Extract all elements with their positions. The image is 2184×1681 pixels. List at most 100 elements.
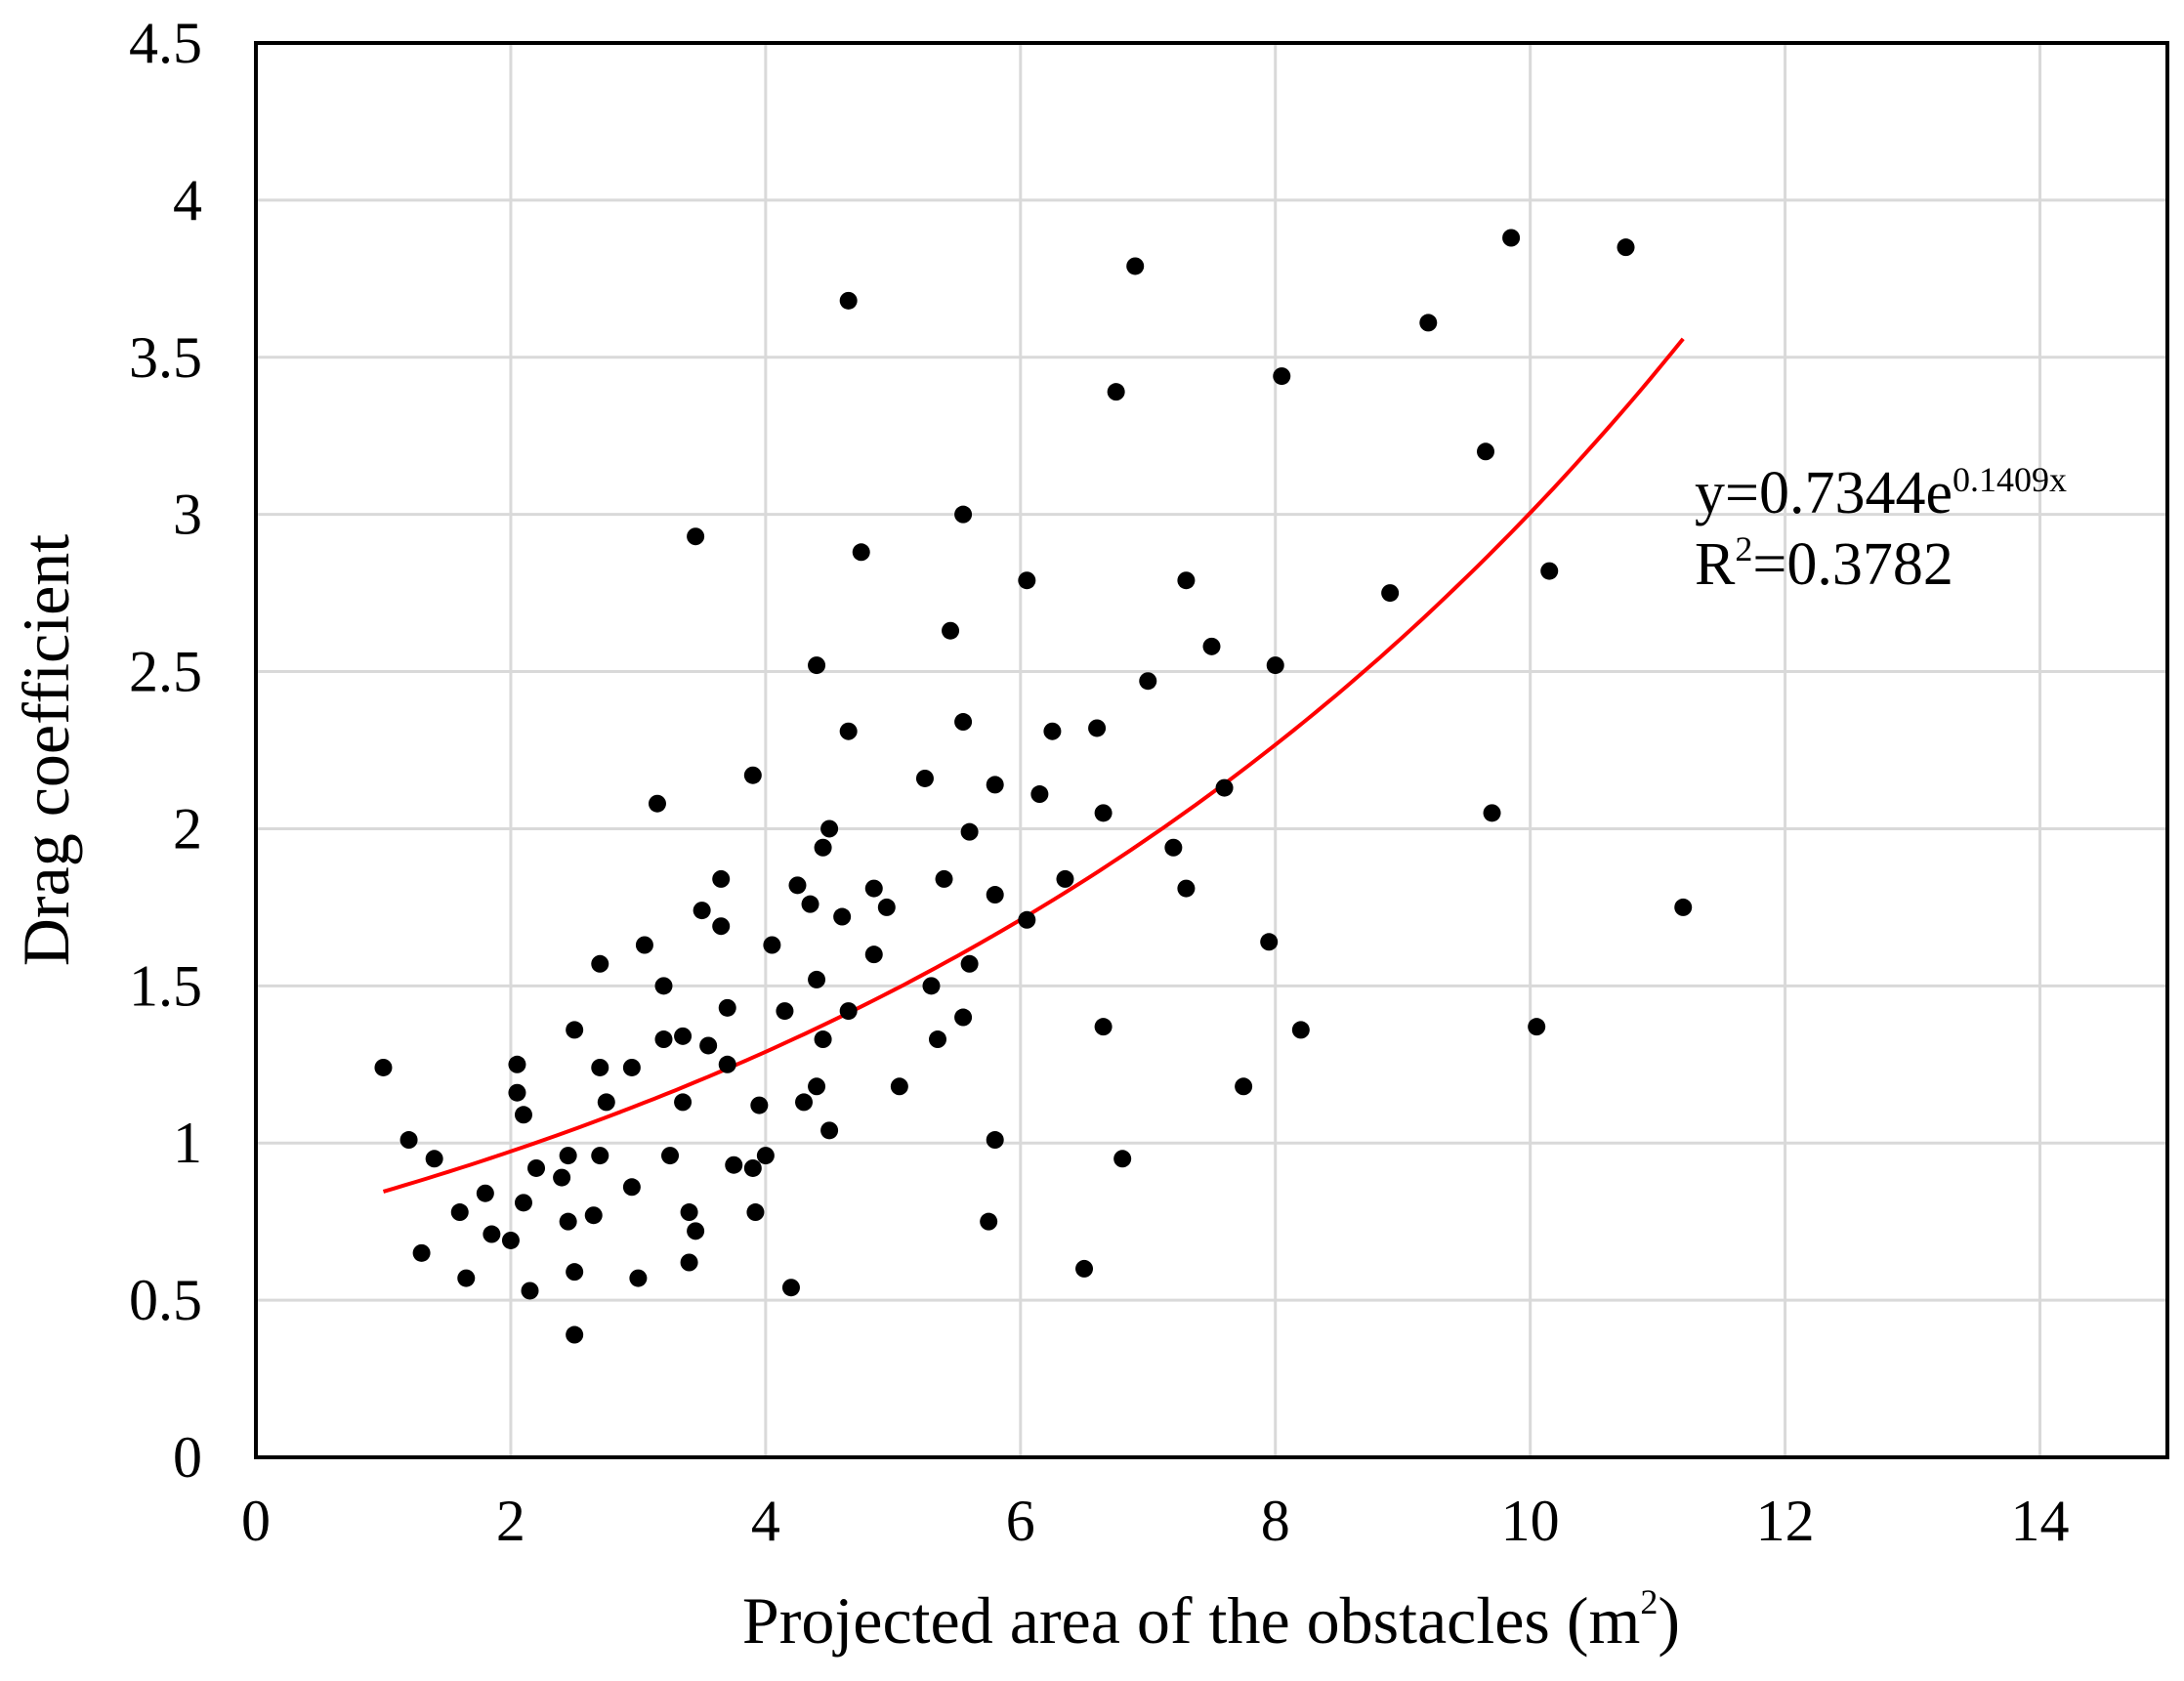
data-point [756, 1147, 775, 1165]
data-point [514, 1106, 532, 1124]
data-point [457, 1269, 476, 1287]
data-point [680, 1253, 698, 1272]
data-point [746, 1203, 765, 1222]
y-tick-label: 3.5 [129, 325, 202, 390]
data-point [674, 1093, 693, 1112]
data-point [725, 1156, 743, 1174]
data-point [954, 713, 973, 732]
data-point [699, 1036, 718, 1055]
data-point [591, 1058, 609, 1076]
data-point [450, 1203, 469, 1222]
data-point [814, 838, 832, 857]
data-point [743, 1158, 762, 1177]
data-point [986, 776, 1004, 794]
data-point [776, 1002, 794, 1021]
data-point [712, 869, 731, 888]
x-tick-label: 14 [2011, 1489, 2070, 1553]
data-point [1094, 1018, 1113, 1036]
data-point [687, 1222, 705, 1240]
data-point [1177, 879, 1196, 898]
data-point [591, 1147, 609, 1165]
data-point [954, 505, 973, 524]
data-point [1266, 656, 1284, 675]
data-point [960, 822, 979, 841]
data-point [1381, 584, 1400, 603]
y-tick-label: 4.5 [129, 11, 202, 75]
data-point [1126, 257, 1145, 275]
data-point [839, 1002, 858, 1021]
data-point [820, 1121, 839, 1140]
data-point [839, 722, 858, 740]
data-point [890, 1077, 908, 1096]
x-axis-title: Projected area of the obstacles (m2) [742, 1582, 1680, 1658]
data-point [1528, 1018, 1546, 1036]
data-point [1617, 238, 1635, 257]
data-point [501, 1231, 520, 1249]
y-tick-label: 1 [173, 1111, 202, 1175]
data-point [566, 1325, 584, 1344]
data-point [980, 1212, 998, 1231]
y-axis-title: Drag coefficient [9, 534, 83, 967]
data-point [1164, 838, 1183, 857]
data-point [629, 1269, 648, 1287]
data-point [718, 998, 736, 1017]
data-point [654, 977, 673, 995]
data-point [743, 766, 762, 784]
data-point [877, 898, 896, 916]
data-point [718, 1055, 736, 1073]
data-point [712, 917, 731, 936]
data-point [1273, 367, 1291, 386]
fit-equation: y=0.7344e0.1409x [1695, 460, 2067, 526]
data-point [1075, 1259, 1094, 1278]
data-point [680, 1203, 698, 1222]
data-point [915, 769, 934, 787]
data-point [1113, 1150, 1132, 1168]
data-point [584, 1206, 603, 1225]
x-tick-label: 10 [1501, 1489, 1560, 1553]
data-point [1483, 804, 1501, 822]
data-point [781, 1279, 800, 1297]
data-point [1202, 637, 1221, 655]
data-point [591, 954, 609, 973]
data-point [1291, 1021, 1310, 1039]
data-point [814, 1030, 832, 1049]
data-point [788, 876, 807, 895]
data-point [750, 1096, 769, 1114]
x-tick-label: 6 [1006, 1489, 1035, 1553]
data-point [852, 543, 870, 562]
data-point [412, 1243, 431, 1262]
y-tick-label: 0 [173, 1425, 202, 1490]
data-point [654, 1030, 673, 1049]
data-point [935, 869, 953, 888]
data-point [833, 907, 852, 926]
data-point [521, 1282, 539, 1300]
data-point [808, 656, 826, 675]
data-point [622, 1058, 641, 1076]
y-tick-label: 3 [173, 483, 202, 547]
data-point [864, 946, 883, 964]
x-tick-label: 12 [1756, 1489, 1815, 1553]
data-point [1540, 562, 1559, 580]
data-point [514, 1194, 532, 1212]
data-point [1056, 869, 1074, 888]
x-tick-label: 2 [496, 1489, 525, 1553]
y-tick-label: 2 [173, 796, 202, 861]
data-points [374, 229, 1693, 1344]
data-point [1215, 778, 1234, 797]
data-point [374, 1058, 393, 1076]
data-point [808, 970, 826, 988]
data-point [986, 1131, 1004, 1150]
data-point [527, 1158, 546, 1177]
fit-curve [382, 337, 1685, 1194]
data-point [674, 1027, 693, 1045]
data-point [1107, 383, 1125, 401]
data-point [635, 936, 653, 954]
y-tick-label: 2.5 [129, 640, 202, 704]
data-point [1235, 1077, 1253, 1096]
x-tick-label: 8 [1261, 1489, 1290, 1553]
fit-curve-group [382, 337, 1685, 1194]
data-point [1088, 719, 1107, 737]
data-point [508, 1055, 526, 1073]
x-tick-labels: 0 2 4 6 8 10 12 14 [241, 1489, 2070, 1553]
